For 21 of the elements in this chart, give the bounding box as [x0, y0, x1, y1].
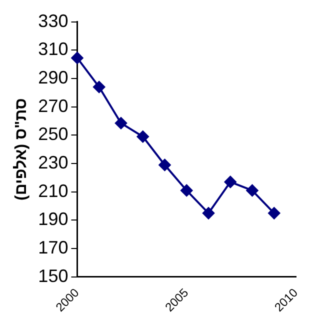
- y-tick-label: 310: [38, 39, 68, 60]
- y-tick-label: 270: [38, 96, 68, 116]
- point: [136, 130, 149, 143]
- y-tick-label: 250: [38, 124, 68, 144]
- point: [158, 158, 171, 171]
- point: [202, 207, 214, 220]
- point: [180, 184, 193, 196]
- y-tick-label: 210: [38, 180, 68, 201]
- y-tick-label: 290: [38, 67, 68, 88]
- y-axis-title: סת"ס (אלפים): [12, 98, 30, 200]
- point: [93, 81, 106, 94]
- y-tick-label: 190: [38, 209, 68, 230]
- y-tick-label: 330: [38, 10, 68, 31]
- point: [246, 184, 258, 196]
- point: [268, 207, 280, 220]
- y-tick-label: 170: [38, 238, 68, 258]
- point: [224, 176, 236, 188]
- point: [114, 117, 127, 130]
- point: [71, 52, 84, 64]
- y-tick-label: 230: [38, 152, 68, 173]
- y-tick-label: 150: [38, 266, 68, 286]
